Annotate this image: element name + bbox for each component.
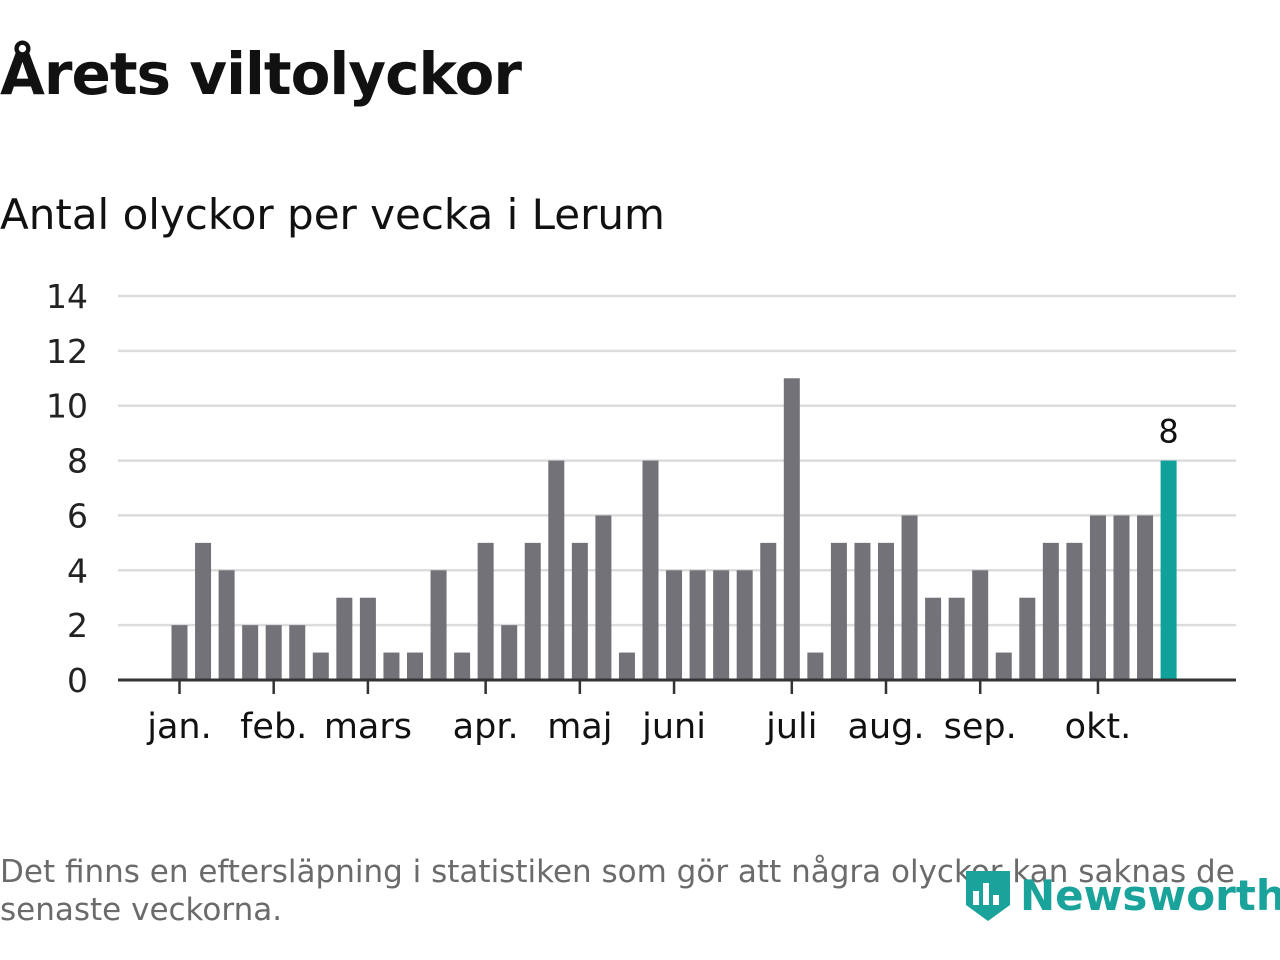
x-tick-label: jan. bbox=[146, 707, 211, 747]
y-tick-label: 0 bbox=[67, 661, 88, 700]
bar bbox=[830, 542, 847, 680]
bar bbox=[783, 378, 800, 680]
brand-name: Newsworthy bbox=[1020, 870, 1280, 920]
bar bbox=[618, 652, 635, 680]
x-tick-label: feb. bbox=[240, 707, 307, 747]
bar bbox=[1066, 542, 1083, 680]
bar bbox=[689, 570, 706, 680]
y-tick-label: 10 bbox=[46, 387, 88, 426]
bar bbox=[171, 625, 188, 680]
bar bbox=[901, 515, 918, 680]
x-tick-label: sep. bbox=[944, 707, 1017, 747]
bar bbox=[571, 542, 588, 680]
bar bbox=[524, 542, 541, 680]
x-tick-label: juni bbox=[641, 707, 706, 747]
data-labels: 8 bbox=[1158, 413, 1178, 451]
bar bbox=[595, 515, 612, 680]
y-tick-label: 2 bbox=[67, 606, 88, 645]
chart-title: Årets viltolyckor bbox=[0, 40, 522, 108]
bar bbox=[854, 542, 871, 680]
bar bbox=[195, 542, 212, 680]
y-tick-label: 8 bbox=[67, 442, 88, 481]
bar bbox=[407, 652, 423, 680]
y-tick-label: 14 bbox=[46, 277, 88, 316]
bar bbox=[501, 625, 518, 680]
bar bbox=[359, 597, 376, 680]
x-tick-label: mars bbox=[324, 707, 412, 747]
chart-subtitle: Antal olyckor per vecka i Lerum bbox=[0, 190, 665, 239]
x-tick-label: juli bbox=[765, 707, 817, 747]
x-tick-label: aug. bbox=[848, 707, 925, 747]
bar bbox=[760, 542, 777, 680]
bar bbox=[713, 570, 730, 680]
bars bbox=[171, 378, 1177, 680]
bar bbox=[925, 597, 942, 680]
bar bbox=[1042, 542, 1059, 680]
bar bbox=[642, 460, 659, 680]
bar bbox=[242, 625, 259, 680]
bar bbox=[1019, 597, 1036, 680]
bar bbox=[995, 652, 1012, 680]
bar bbox=[430, 570, 447, 680]
bar bbox=[336, 597, 353, 680]
bar bbox=[736, 570, 753, 680]
brand-logo[interactable]: Newsworthy bbox=[962, 862, 1280, 928]
bar bbox=[878, 542, 894, 680]
bar bbox=[289, 625, 306, 680]
x-tick-label: okt. bbox=[1065, 707, 1132, 747]
bar-chart: 0 2 4 6 8 10 12 14 jan. feb. mars apr. maj juni juli a… bbox=[46, 277, 1236, 747]
bar bbox=[807, 652, 824, 680]
newsworthy-logo-icon bbox=[966, 871, 1010, 921]
bar bbox=[477, 542, 494, 680]
x-axis-ticks: jan. feb. mars apr. maj juni juli aug. sep. okt. bbox=[146, 680, 1131, 747]
y-tick-label: 6 bbox=[67, 496, 88, 535]
bar bbox=[265, 625, 282, 680]
y-tick-label: 4 bbox=[67, 551, 88, 590]
bar bbox=[948, 597, 965, 680]
bar bbox=[972, 570, 989, 680]
grid-lines bbox=[118, 294, 1236, 627]
bar-highlight bbox=[1160, 460, 1177, 680]
bar bbox=[666, 570, 683, 680]
y-axis-ticks: 0 2 4 6 8 10 12 14 bbox=[46, 277, 88, 700]
bar bbox=[454, 652, 471, 680]
bar bbox=[312, 652, 329, 680]
bar bbox=[1113, 515, 1130, 680]
bar bbox=[548, 460, 565, 680]
data-label-highlight: 8 bbox=[1158, 413, 1178, 451]
x-tick-label: maj bbox=[547, 707, 612, 747]
bar bbox=[383, 652, 400, 680]
x-tick-label: apr. bbox=[453, 707, 519, 747]
footnote: Det finns en eftersläpning i statistiken… bbox=[0, 854, 1235, 928]
bar bbox=[1137, 515, 1154, 680]
bar bbox=[218, 570, 235, 680]
bar bbox=[1089, 515, 1106, 680]
y-tick-label: 12 bbox=[46, 332, 88, 371]
